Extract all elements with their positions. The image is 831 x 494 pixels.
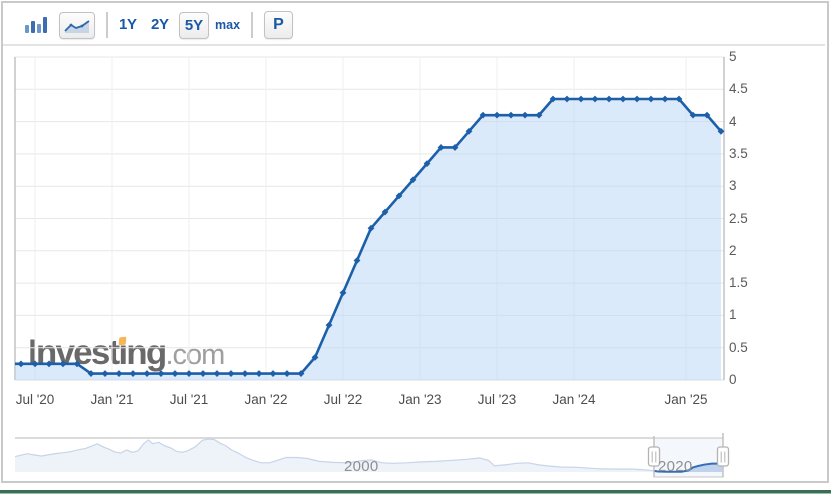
- toolbar-separator: [106, 12, 108, 38]
- y-axis-tick-label: 3.5: [729, 145, 748, 161]
- x-axis-tick-label: Jan '22: [244, 392, 288, 407]
- navigator-selected-window[interactable]: [653, 437, 724, 478]
- y-axis-tick-label: 2.5: [729, 210, 748, 226]
- x-axis-tick-label: Jul '21: [169, 392, 209, 407]
- range-button-5y-label: 5Y: [184, 17, 204, 34]
- y-axis-tick-label: 1.5: [729, 275, 748, 291]
- navigator-year-label: 2000: [344, 458, 379, 475]
- y-axis-tick-label: 4.5: [729, 81, 748, 97]
- y-axis-tick-label: 4: [729, 113, 737, 129]
- toolbar-separator: [251, 12, 253, 38]
- toolbar-divider: [3, 44, 825, 46]
- y-axis-tick-label: 1: [729, 307, 737, 323]
- chart-widget-frame: [1, 1, 829, 483]
- investing-watermark: Investı ng.com: [28, 333, 225, 372]
- x-axis-tick-label: Jul '23: [477, 392, 517, 407]
- line-chart-icon: [64, 20, 90, 33]
- y-axis-tick-label: 0: [729, 372, 737, 387]
- x-axis-tick-label: Jul '22: [323, 392, 363, 407]
- x-axis-tick-label: Jan '25: [664, 392, 708, 407]
- navigator-year-label: 2020: [658, 458, 693, 475]
- y-axis-tick-label: 5: [729, 49, 737, 64]
- y-axis-tick-label: 0.5: [729, 339, 748, 355]
- range-button-1y[interactable]: 1Y: [119, 16, 137, 33]
- bar-chart-icon: [25, 16, 47, 33]
- line-chart-type-button[interactable]: [59, 12, 95, 39]
- bar-chart-type-button[interactable]: [25, 16, 47, 33]
- range-button-max[interactable]: max: [215, 18, 241, 32]
- y-axis-tick-label: 3: [729, 178, 737, 194]
- x-axis-tick-label: Jan '23: [398, 392, 442, 407]
- x-axis-tick-label: Jan '24: [552, 392, 596, 407]
- chart-toolbar: 1Y 2Y 5Y max P: [3, 3, 825, 45]
- watermark-orange-dot: [119, 336, 127, 345]
- p-button-label: P: [273, 16, 284, 33]
- x-axis-tick-label: Jul '20: [15, 392, 55, 407]
- y-axis-tick-label: 2: [729, 242, 737, 258]
- navigator-handle-left[interactable]: [647, 446, 661, 467]
- bottom-green-bar: [0, 490, 831, 493]
- range-button-5y-selected[interactable]: 5Y: [179, 12, 209, 39]
- x-axis-tick-label: Jan '21: [90, 392, 134, 407]
- range-button-2y[interactable]: 2Y: [151, 16, 169, 33]
- p-button[interactable]: P: [264, 11, 293, 39]
- navigator-handle-right[interactable]: [716, 446, 730, 467]
